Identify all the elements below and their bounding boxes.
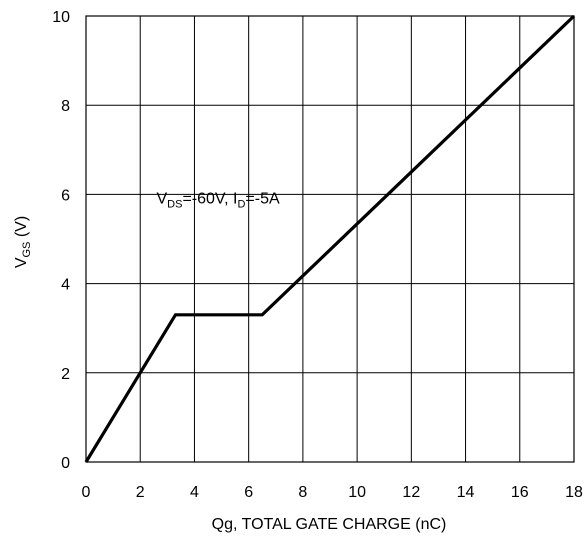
x-tick-label: 16 — [511, 484, 529, 501]
x-tick-label: 0 — [82, 484, 91, 501]
x-tick-label: 14 — [457, 484, 475, 501]
y-tick-label: 4 — [61, 277, 70, 294]
x-tick-label: 10 — [348, 484, 366, 501]
series-line — [84, 14, 576, 463]
y-tick-label: 0 — [61, 455, 70, 472]
x-tick-label: 18 — [565, 484, 583, 501]
y-tick-label: 2 — [61, 366, 70, 383]
y-tick-label: 8 — [61, 98, 70, 115]
x-tick-labels: 0 2 4 6 8 10 12 14 16 18 — [82, 484, 583, 501]
y-axis-label: VGS (V) — [13, 216, 33, 268]
x-axis-label: Qg, TOTAL GATE CHARGE (nC) — [212, 516, 447, 533]
y-tick-labels: 0 2 4 6 8 10 — [52, 9, 70, 472]
plot-frame — [85, 15, 575, 463]
x-tick-label: 2 — [136, 484, 145, 501]
grid — [85, 15, 575, 463]
y-tick-label: 10 — [52, 9, 70, 26]
x-tick-label: 6 — [244, 484, 253, 501]
x-tick-label: 12 — [402, 484, 420, 501]
y-tick-label: 6 — [61, 187, 70, 204]
x-tick-label: 8 — [298, 484, 307, 501]
x-tick-label: 4 — [190, 484, 199, 501]
condition-annotation: VDS=-60V, ID=-5A — [156, 190, 279, 210]
